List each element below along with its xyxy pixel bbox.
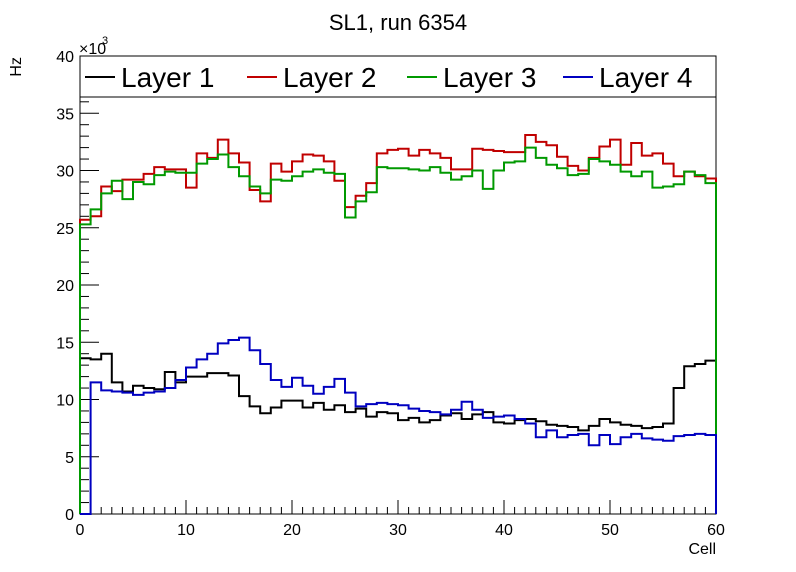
x-tick-label: 40 bbox=[495, 522, 513, 539]
series-line-layer-3 bbox=[79, 146, 717, 514]
y-tick-label: 10 bbox=[56, 393, 74, 410]
legend-entry-layer-1: Layer 1 bbox=[85, 62, 214, 93]
x-tick-label: 0 bbox=[76, 522, 85, 539]
x-tick-label: 20 bbox=[283, 522, 301, 539]
x-tick-label: 30 bbox=[389, 522, 407, 539]
y-exponent-base: ×10 bbox=[79, 41, 106, 58]
series-line-layer-2 bbox=[79, 134, 717, 514]
plot-frame bbox=[79, 55, 717, 515]
legend-label: Layer 2 bbox=[283, 62, 376, 93]
series-line-layer-4 bbox=[80, 336, 717, 515]
y-exponent-label: ×10 3 bbox=[79, 35, 108, 58]
legend-entry-layer-2: Layer 2 bbox=[247, 62, 376, 93]
x-axis-ticks: 0 10 20 30 40 50 60 bbox=[76, 500, 725, 539]
legend-label: Layer 3 bbox=[443, 62, 536, 93]
y-axis-ticks: 0 5 10 15 20 25 30 35 40 bbox=[56, 49, 99, 524]
legend-label: Layer 4 bbox=[599, 62, 692, 93]
x-tick-label: 10 bbox=[177, 522, 195, 539]
y-tick-label: 35 bbox=[56, 106, 74, 123]
chart-title: SL1, run 6354 bbox=[329, 10, 467, 35]
series-line-layer-1 bbox=[79, 352, 717, 514]
legend-entry-layer-3: Layer 3 bbox=[407, 62, 536, 93]
y-tick-label: 5 bbox=[65, 450, 74, 467]
x-axis-label: Cell bbox=[688, 541, 716, 558]
legend-box bbox=[79, 55, 717, 98]
y-tick-label: 0 bbox=[65, 507, 74, 524]
y-exponent-power: 3 bbox=[102, 35, 108, 47]
y-axis-label: Hz bbox=[8, 57, 25, 77]
y-tick-label: 30 bbox=[56, 164, 74, 181]
y-tick-label: 15 bbox=[56, 335, 74, 352]
legend-label: Layer 1 bbox=[121, 62, 214, 93]
y-tick-label: 20 bbox=[56, 278, 74, 295]
legend: Layer 1 Layer 2 Layer 3 Layer 4 bbox=[79, 55, 717, 98]
x-tick-label: 60 bbox=[707, 522, 725, 539]
x-tick-label: 50 bbox=[601, 522, 619, 539]
legend-entry-layer-4: Layer 4 bbox=[563, 62, 692, 93]
y-tick-label: 25 bbox=[56, 221, 74, 238]
y-tick-label: 40 bbox=[56, 49, 74, 66]
series-group bbox=[79, 134, 717, 515]
